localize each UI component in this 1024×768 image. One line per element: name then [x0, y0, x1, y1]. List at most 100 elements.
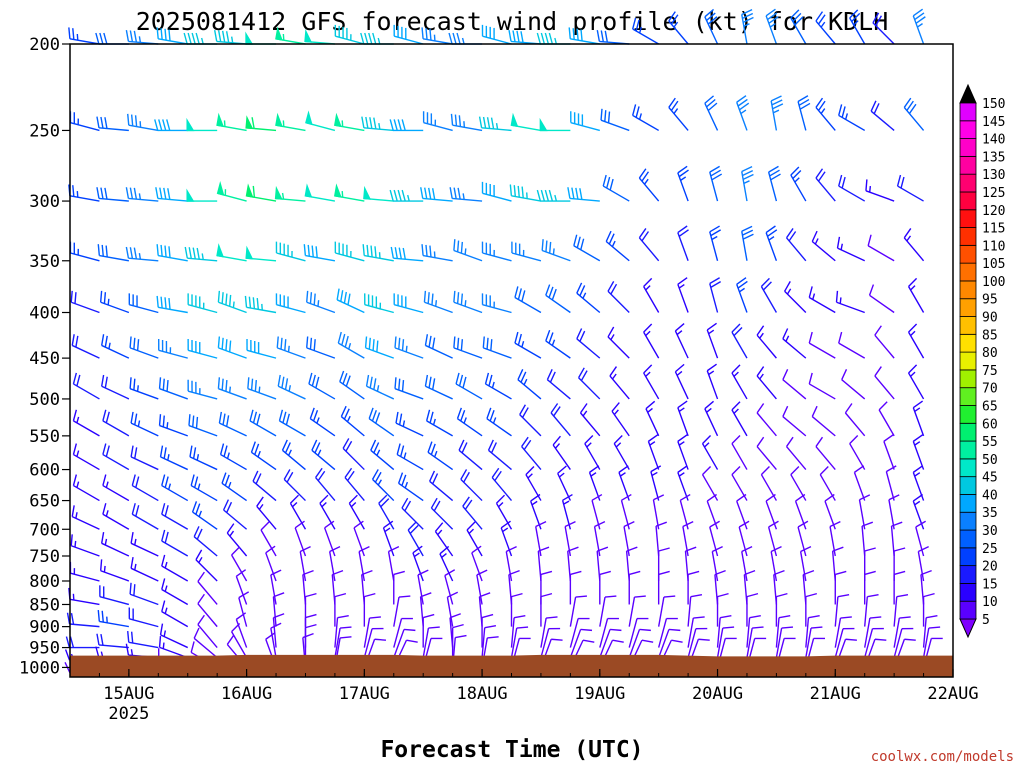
wind-barb [509, 184, 542, 202]
wind-barb [794, 493, 807, 530]
wind-barb [156, 27, 188, 45]
wind-barb [643, 277, 660, 313]
wind-barb [364, 293, 394, 314]
wind-barb [517, 369, 542, 400]
y-tick-label: 300 [29, 192, 60, 212]
wind-barb [127, 630, 159, 649]
wind-barb [430, 497, 454, 530]
wind-barb [677, 225, 689, 262]
wind-barb [250, 441, 277, 471]
wind-barb [521, 436, 542, 471]
wind-barb [853, 465, 866, 501]
chart-title: 2025081412 GFS forecast wind profile (kt… [136, 7, 889, 36]
wind-barb [424, 334, 453, 359]
wind-barb [449, 187, 483, 202]
wind-barb [299, 545, 311, 582]
wind-barb [265, 545, 277, 582]
colorbar-label: 30 [982, 524, 998, 539]
wind-barb [893, 616, 911, 648]
wind-barb [741, 8, 754, 45]
colorbar-label: 145 [982, 115, 1005, 130]
wind-barb [784, 281, 807, 313]
wind-barb [865, 179, 895, 202]
wind-barb [69, 561, 100, 582]
x-tick-label: 20AUG [692, 684, 743, 704]
colorbar-swatch [959, 405, 977, 424]
wind-barb [478, 116, 512, 132]
colorbar-label: 75 [982, 364, 998, 379]
wind-barb [602, 174, 630, 202]
wind-barb [422, 613, 435, 648]
wind-barb [158, 377, 188, 400]
colorbar-label: 110 [982, 239, 1005, 254]
wind-barb [569, 595, 587, 627]
wind-barb [393, 293, 424, 314]
wind-barb [481, 241, 512, 262]
wind-barb [618, 465, 630, 501]
wind-barb [471, 545, 483, 582]
colorbar-label: 115 [982, 222, 1005, 237]
wind-barb [922, 592, 935, 627]
wind-barb [156, 244, 188, 262]
wind-barb [131, 474, 159, 502]
wind-barb [605, 230, 630, 262]
wind-barb [304, 623, 317, 658]
wind-barb [99, 585, 130, 606]
wind-barb [245, 115, 277, 132]
wind-barb [72, 443, 100, 471]
wind-barb [395, 411, 424, 437]
wind-barb [71, 334, 100, 359]
colorbar-swatch [959, 565, 977, 584]
y-tick-label: 550 [29, 427, 60, 447]
wind-barb [407, 521, 424, 557]
wind-barb [736, 95, 750, 131]
wind-barb [867, 234, 895, 262]
wind-barb [102, 503, 130, 530]
wind-barb [260, 521, 277, 557]
colorbar-swatch [959, 155, 977, 175]
wind-barb [422, 111, 453, 132]
wind-barb [872, 12, 895, 45]
wind-barb [770, 545, 782, 582]
colorbar-swatch [959, 102, 977, 122]
wind-barb [540, 592, 553, 627]
wind-barb [741, 166, 754, 202]
wind-barb [481, 625, 497, 658]
colorbar-label: 20 [982, 560, 998, 575]
wind-barb [455, 372, 483, 400]
y-tick-label: 600 [29, 461, 60, 481]
wind-barb [711, 545, 723, 582]
wind-barb [154, 119, 188, 132]
wind-barb [607, 281, 630, 313]
wind-barb [187, 379, 218, 400]
wind-barb [238, 591, 250, 627]
wind-barb [628, 570, 641, 605]
y-tick-label: 700 [29, 520, 60, 540]
wind-barb [275, 26, 306, 45]
wind-barb [573, 234, 601, 262]
wind-barb [382, 520, 395, 557]
wind-barb [815, 11, 836, 45]
wind-barb [552, 435, 571, 470]
wind-barb [311, 439, 336, 471]
wind-barb [365, 374, 395, 400]
wind-barb [68, 27, 100, 45]
colorbar-label: 140 [982, 133, 1005, 148]
wind-barb [161, 600, 189, 628]
colorbar-label: 130 [982, 168, 1005, 183]
wind-barb [782, 405, 807, 437]
wind-barb [156, 295, 188, 314]
wind-barb [706, 493, 719, 530]
wind-barb [687, 594, 703, 627]
wind-barb [657, 595, 676, 627]
wind-barb [687, 627, 708, 658]
wind-barb [677, 434, 689, 470]
wind-barb [275, 112, 306, 132]
wind-barb [893, 627, 914, 658]
wind-barb [334, 592, 347, 627]
colorbar-swatch [959, 138, 977, 157]
wind-barb [334, 24, 365, 45]
wind-barb [868, 284, 895, 314]
wind-barb [576, 282, 601, 314]
wind-barb [514, 331, 542, 359]
